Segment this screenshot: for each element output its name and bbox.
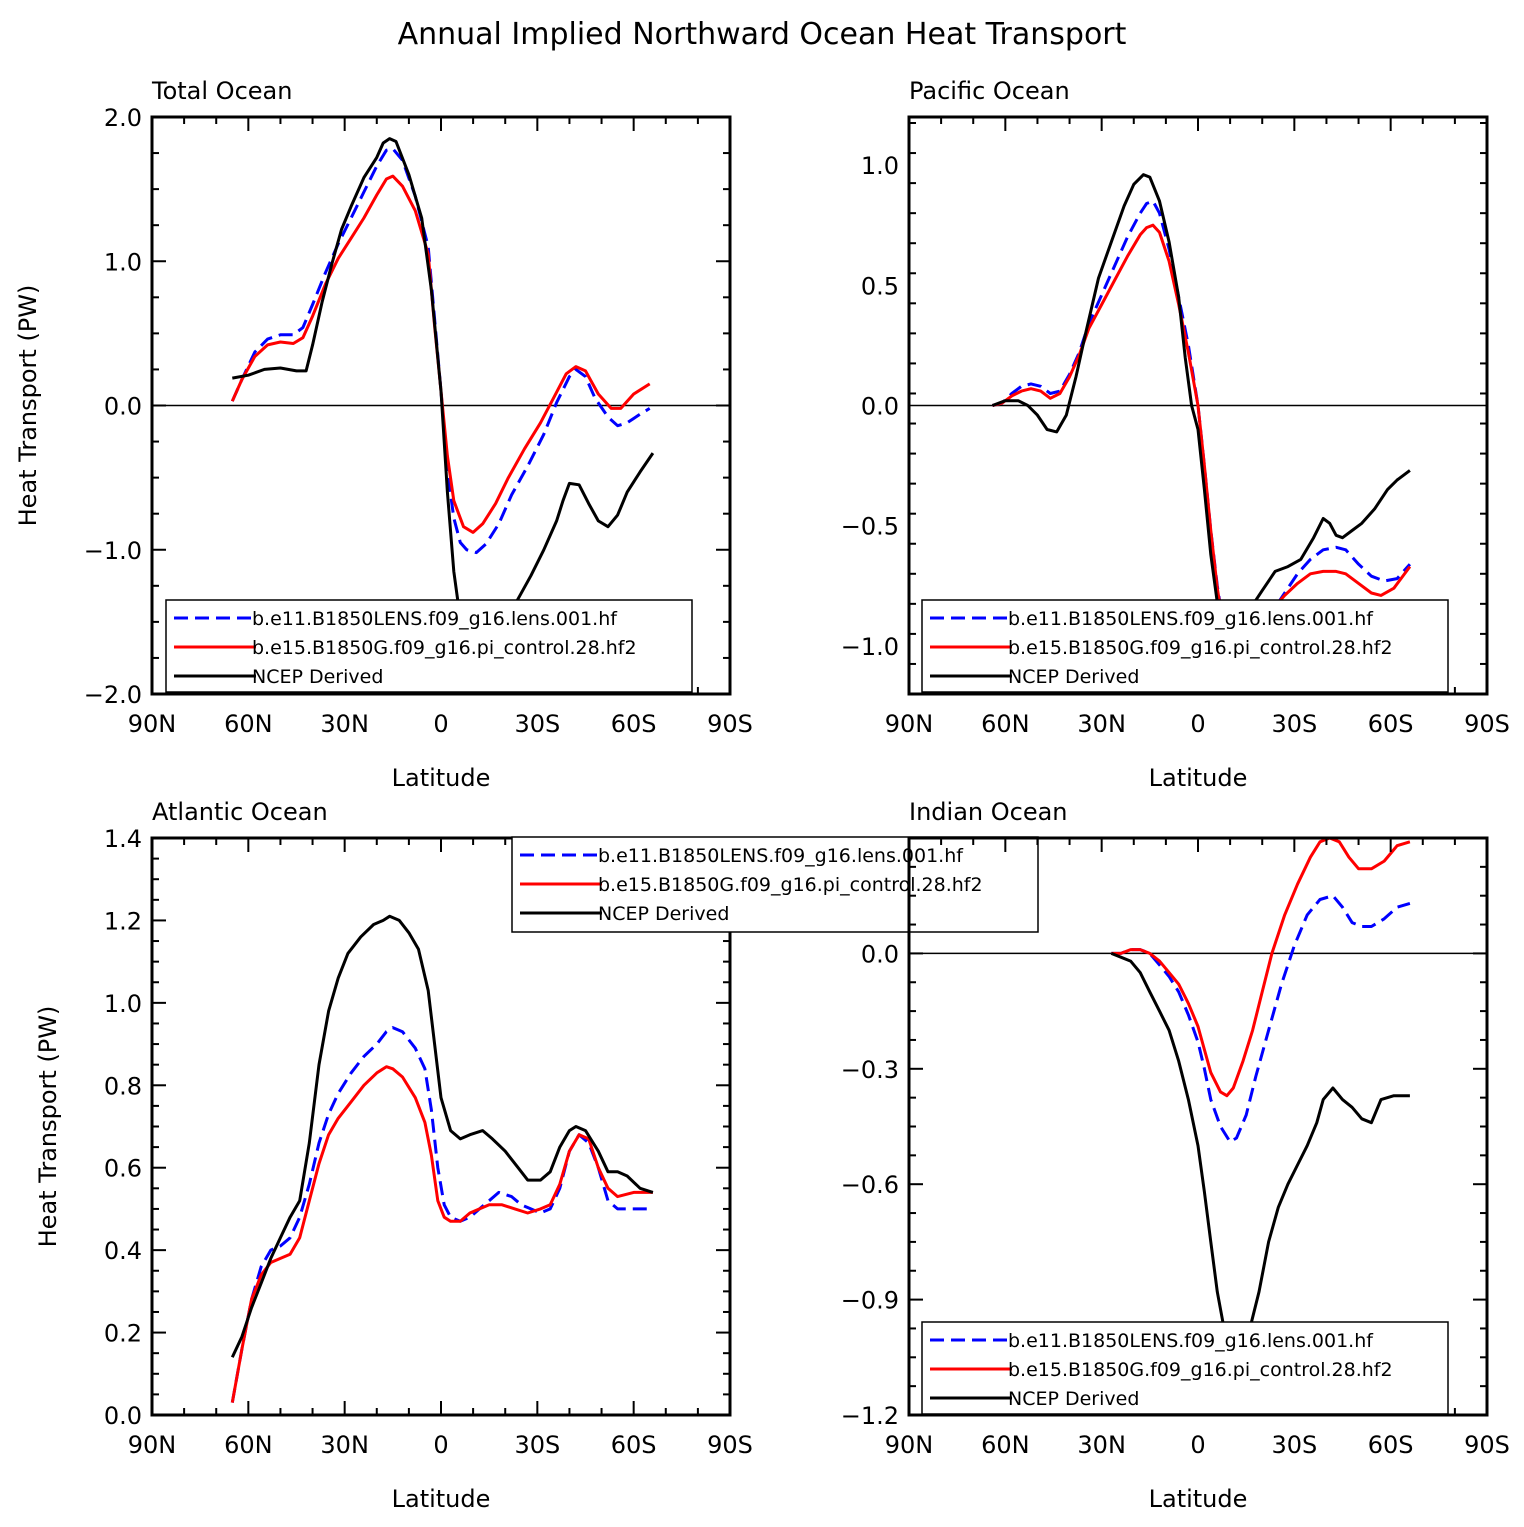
legend-label: b.e15.B1850G.f09_g16.pi_control.28.hf2 xyxy=(1008,637,1393,659)
legend-label: NCEP Derived xyxy=(252,666,383,688)
x-tick-label: 60N xyxy=(224,710,273,738)
series-line-2 xyxy=(1110,952,1410,1359)
legend: b.e11.B1850LENS.f09_g16.lens.001.hf b.e15… xyxy=(921,599,1449,693)
panels: 90N 60N 30N 0 30S 60S 90S −2.0 −1.0 0.0 1.0 2.0 Tota… xyxy=(14,77,1510,1513)
x-tick-label: 60S xyxy=(1368,710,1414,738)
x-tick-label: 0 xyxy=(433,710,448,738)
x-tick-label: 30N xyxy=(1077,1431,1126,1459)
legend-label: b.e11.B1850LENS.f09_g16.lens.001.hf xyxy=(1008,1330,1374,1352)
y-axis-label: Heat Transport (PW) xyxy=(34,1006,62,1248)
y-tick-label: 1.0 xyxy=(861,152,899,180)
panel-0: 90N 60N 30N 0 30S 60S 90S −2.0 −1.0 0.0 1.0 2.0 Tota… xyxy=(14,77,753,792)
x-axis-label: Latitude xyxy=(1149,764,1248,792)
x-tick-label: 60N xyxy=(224,1431,273,1459)
figure-title: Annual Implied Northward Ocean Heat Tran… xyxy=(398,17,1127,52)
x-tick-label: 60S xyxy=(611,1431,657,1459)
panel-subtitle: Indian Ocean xyxy=(909,798,1068,826)
x-tick-label: 30N xyxy=(1077,710,1126,738)
x-tick-label: 90S xyxy=(1464,710,1510,738)
panel-subtitle: Atlantic Ocean xyxy=(152,798,328,826)
panel-subtitle: Total Ocean xyxy=(151,77,292,105)
series-line-1 xyxy=(992,223,1412,653)
legend-label: NCEP Derived xyxy=(1008,666,1139,688)
x-tick-label: 30S xyxy=(1271,1431,1317,1459)
panel-3: 90N 60N 30N 0 30S 60S 90S −1.2 −0.9 −0.6 −0.3 0.0 In… xyxy=(841,798,1510,1513)
x-tick-label: 30S xyxy=(514,710,560,738)
x-tick-label: 0 xyxy=(1190,1431,1205,1459)
y-tick-label: 0.6 xyxy=(104,1155,142,1183)
y-tick-label: 2.0 xyxy=(104,104,142,132)
y-tick-label: 1.0 xyxy=(104,990,142,1018)
y-tick-label: 0.4 xyxy=(104,1237,142,1265)
y-tick-label: −1.0 xyxy=(84,537,142,565)
x-tick-label: 30S xyxy=(514,1431,560,1459)
y-tick-label: 0.5 xyxy=(861,272,899,300)
series-line-1 xyxy=(230,174,651,534)
x-tick-label: 90N xyxy=(128,1431,177,1459)
x-tick-label: 30N xyxy=(320,1431,369,1459)
x-tick-label: 90S xyxy=(1464,1431,1510,1459)
x-tick-label: 0 xyxy=(433,1431,448,1459)
y-tick-label: 0.0 xyxy=(861,393,899,421)
y-tick-label: 0.0 xyxy=(861,940,899,968)
series-line-1 xyxy=(230,1065,653,1403)
x-tick-label: 30S xyxy=(1271,710,1317,738)
legend-label: b.e15.B1850G.f09_g16.pi_control.28.hf2 xyxy=(598,874,983,896)
y-tick-label: 0.0 xyxy=(104,1402,142,1430)
x-tick-label: 60N xyxy=(981,1431,1030,1459)
y-tick-label: −2.0 xyxy=(84,681,142,709)
series-line-2 xyxy=(991,173,1411,631)
x-tick-label: 60S xyxy=(611,710,657,738)
y-axis-label: Heat Transport (PW) xyxy=(14,285,42,527)
y-tick-label: −1.2 xyxy=(841,1402,899,1430)
x-tick-label: 90N xyxy=(885,1431,934,1459)
panel-2: 90N 60N 30N 0 30S 60S 90S 0.0 0.2 0.4 0.6 0.8 1.0 1.2… xyxy=(34,798,1039,1513)
x-tick-label: 0 xyxy=(1190,710,1205,738)
x-tick-label: 90S xyxy=(707,1431,753,1459)
y-tick-label: 0.0 xyxy=(104,393,142,421)
x-axis-label: Latitude xyxy=(392,764,491,792)
y-tick-label: 0.8 xyxy=(104,1072,142,1100)
series-line-0 xyxy=(230,147,651,555)
y-tick-label: 1.0 xyxy=(104,248,142,276)
y-tick-label: 1.2 xyxy=(104,907,142,935)
y-tick-label: −1.0 xyxy=(841,633,899,661)
x-tick-label: 90N xyxy=(885,710,934,738)
panel-subtitle: Pacific Ocean xyxy=(909,77,1070,105)
y-tick-label: 0.2 xyxy=(104,1320,142,1348)
legend: b.e11.B1850LENS.f09_g16.lens.001.hf b.e15… xyxy=(165,599,693,693)
x-axis-label: Latitude xyxy=(392,1485,491,1513)
series-line-1 xyxy=(1111,836,1411,1098)
series-line-2 xyxy=(230,914,654,1358)
y-tick-label: −0.3 xyxy=(841,1056,899,1084)
legend-label: b.e15.B1850G.f09_g16.pi_control.28.hf2 xyxy=(1008,1359,1393,1381)
legend: b.e11.B1850LENS.f09_g16.lens.001.hf b.e15… xyxy=(511,836,1039,933)
panel-1: 90N 60N 30N 0 30S 60S 90S −1.0 −0.5 0.0 0.5 1.0 Paci… xyxy=(841,77,1510,792)
y-tick-label: −0.5 xyxy=(841,513,899,541)
x-tick-label: 60S xyxy=(1368,1431,1414,1459)
legend: b.e11.B1850LENS.f09_g16.lens.001.hf b.e15… xyxy=(921,1321,1449,1415)
x-tick-label: 90N xyxy=(128,710,177,738)
y-tick-label: −0.6 xyxy=(841,1171,899,1199)
legend-label: b.e15.B1850G.f09_g16.pi_control.28.hf2 xyxy=(252,637,637,659)
y-tick-label: 1.4 xyxy=(104,825,142,853)
x-tick-label: 60N xyxy=(981,710,1030,738)
legend-label: b.e11.B1850LENS.f09_g16.lens.001.hf xyxy=(252,608,618,630)
x-axis-label: Latitude xyxy=(1149,1485,1248,1513)
x-tick-label: 90S xyxy=(707,710,753,738)
series-line-0 xyxy=(1111,894,1411,1144)
series-line-2 xyxy=(232,137,655,653)
legend-label: b.e11.B1850LENS.f09_g16.lens.001.hf xyxy=(1008,608,1374,630)
legend-label: NCEP Derived xyxy=(1008,1388,1139,1410)
x-tick-label: 30N xyxy=(320,710,369,738)
legend-label: b.e11.B1850LENS.f09_g16.lens.001.hf xyxy=(598,845,964,867)
legend-label: NCEP Derived xyxy=(598,903,729,925)
y-tick-label: −0.9 xyxy=(841,1287,899,1315)
